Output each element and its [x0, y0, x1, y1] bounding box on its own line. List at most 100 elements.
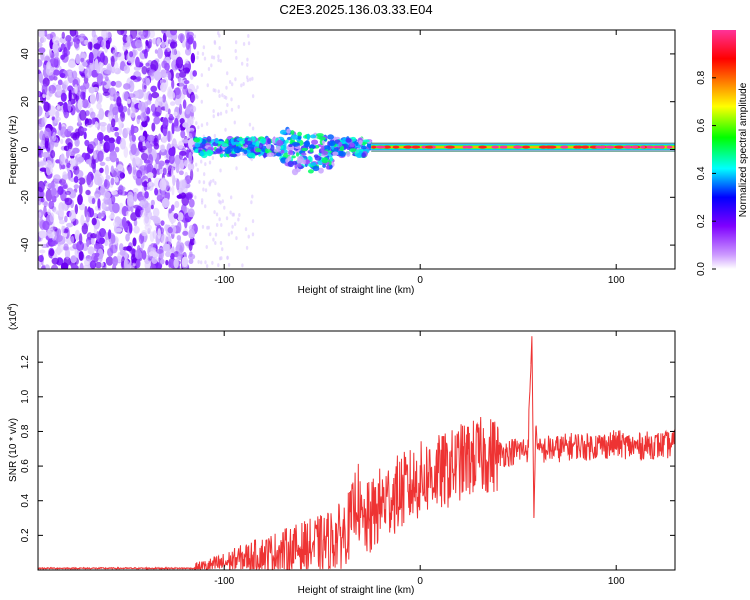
heatmap-noise-blob: [90, 111, 96, 119]
heatmap-noise-blob: [161, 41, 166, 49]
colorbar-tick-label: 0.4: [696, 166, 707, 180]
heatmap-faint-point: [205, 245, 208, 250]
heatmap-line-peak: [522, 145, 531, 149]
heatmap-scatter-blob: [273, 148, 281, 153]
heatmap-noise-blob: [122, 91, 129, 101]
heatmap-faint-point: [240, 61, 244, 66]
heatmap-noise-blob: [55, 110, 60, 119]
heatmap-scatter-blob: [349, 142, 355, 148]
heatmap-noise-blob: [143, 48, 148, 59]
heatmap-scatter-blob: [255, 147, 262, 153]
heatmap-faint-point: [219, 58, 222, 63]
heatmap-scatter-blob: [349, 148, 357, 153]
heatmap-noise-blob: [119, 250, 126, 256]
heatmap-faint-point: [206, 225, 209, 230]
heatmap-scatter-blob: [275, 152, 282, 157]
heatmap-noise-blob: [93, 43, 101, 50]
heatmap-noise-blob: [56, 245, 61, 256]
heatmap-faint-point: [202, 180, 206, 185]
heatmap-noise-blob: [45, 189, 53, 202]
heatmap-noise-blob: [42, 93, 46, 99]
heatmap-scatter-blob: [338, 141, 343, 148]
heatmap-noise-blob: [38, 198, 42, 206]
heatmap-noise-blob: [168, 208, 173, 214]
heatmap-noise-blob: [51, 195, 57, 203]
heatmap-noise-blob: [162, 117, 169, 130]
heatmap-noise-blob: [171, 79, 175, 90]
snr-ytick-label: 0.4: [20, 493, 31, 507]
heatmap-scatter-blob: [193, 137, 200, 143]
heatmap-noise-blob: [179, 71, 187, 78]
snr-ytick-label: 0.6: [20, 459, 31, 473]
heatmap-noise-blob: [167, 108, 171, 115]
heatmap-noise-blob: [134, 249, 142, 260]
heatmap-faint-point: [235, 55, 238, 60]
heatmap-noise-blob: [58, 209, 65, 218]
heatmap-faint-point: [240, 83, 243, 88]
snr-axes: -100 0 100 0.2 0.4 0.6 0.8 1.0 1.2: [20, 331, 675, 587]
heatmap-noise-blob: [169, 101, 176, 106]
heatmap-noise-blob: [65, 158, 69, 164]
heatmap-noise-blob: [147, 144, 153, 154]
heatmap-noise-blob: [44, 140, 49, 149]
heatmap-scatter-blob: [243, 149, 248, 155]
heatmap-noise-blob: [144, 224, 152, 231]
heatmap-noise-blob: [70, 255, 77, 264]
heatmap-noise-blob: [87, 41, 93, 50]
heatmap-faint-point: [218, 199, 221, 204]
heatmap-noise-blob: [98, 228, 107, 238]
heatmap-faint-point: [202, 187, 205, 192]
heatmap-scatter-blob: [287, 160, 295, 168]
heatmap-noise-blob: [173, 213, 179, 220]
heatmap-noise-blob: [158, 163, 163, 170]
heatmap-faint-point: [226, 255, 229, 260]
heatmap-noise-blob: [75, 94, 79, 102]
heatmap-noise-blob: [79, 109, 87, 121]
heatmap-noise-blob: [171, 166, 175, 179]
heatmap-faint-point: [229, 195, 233, 200]
heatmap-noise-blob: [60, 164, 66, 170]
heatmap-noise-blob: [116, 164, 124, 172]
heatmap-faint-point: [210, 63, 213, 68]
heatmap-faint-point: [212, 237, 215, 242]
heatmap-noise-blob: [41, 151, 50, 158]
heatmap-noise-blob: [81, 72, 86, 78]
heatmap-noise-blob: [151, 122, 156, 132]
heatmap-noise-blob: [130, 143, 137, 156]
heatmap-noise-blob: [132, 237, 137, 247]
heatmap-noise-blob: [59, 36, 67, 44]
heatmap-faint-point: [201, 224, 205, 229]
heatmap-noise-blob: [135, 259, 141, 269]
heatmap-noise-blob: [91, 236, 95, 246]
heatmap-faint-point: [246, 57, 249, 62]
heatmap-noise-blob: [59, 73, 66, 78]
heatmap-scatter-blob: [229, 153, 238, 158]
heatmap-noise-blob: [75, 169, 84, 179]
heatmap-scatter-blob: [311, 162, 317, 167]
heatmap-noise-blob: [127, 93, 136, 99]
heatmap-line-peak: [595, 145, 603, 149]
snr-ytick-label: 0.2: [20, 528, 31, 542]
heatmap-noise-blob: [154, 216, 161, 226]
heatmap-faint-point: [247, 234, 250, 239]
heatmap-scatter-blob: [194, 142, 201, 148]
heatmap-scatter-blob: [309, 147, 314, 153]
heatmap-noise-blob: [173, 126, 181, 132]
heatmap-noise-blob: [114, 131, 120, 137]
heatmap-noise-blob: [187, 208, 195, 218]
heatmap-noise-blob: [38, 230, 47, 239]
heatmap-noise-blob: [73, 184, 80, 189]
heatmap-faint-point: [242, 42, 246, 47]
heatmap-faint-point: [230, 230, 233, 235]
heatmap-noise-blob: [52, 131, 57, 142]
heatmap-noise-blob: [135, 208, 141, 218]
heatmap-scatter-blob: [318, 136, 326, 141]
heatmap-scatter-blob: [296, 134, 302, 140]
spectrogram-ytick-label: 40: [20, 48, 31, 60]
heatmap-noise-blob: [160, 258, 165, 265]
heatmap-noise-blob: [97, 212, 102, 220]
heatmap-noise-blob: [110, 118, 116, 128]
heatmap-noise-blob: [144, 214, 150, 224]
heatmap-faint-point: [237, 217, 240, 222]
heatmap-noise-blob: [161, 136, 168, 144]
